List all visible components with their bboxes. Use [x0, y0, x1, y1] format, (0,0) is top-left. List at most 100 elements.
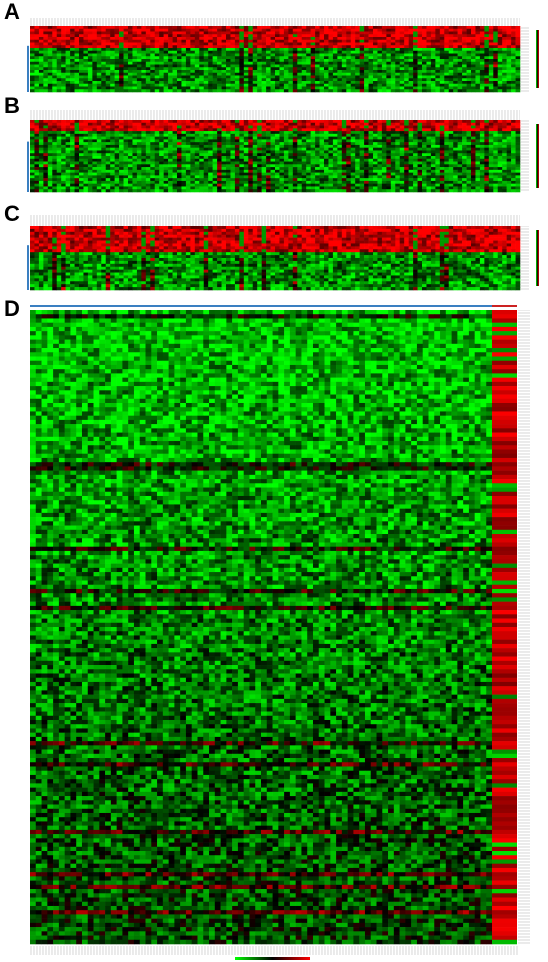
heatmap-cell — [128, 81, 133, 85]
heatmap-cell — [168, 125, 173, 129]
heatmap-cell — [123, 72, 129, 76]
heatmap-cell — [386, 133, 392, 137]
heatmap-cell — [457, 133, 463, 137]
heatmap-cell — [56, 175, 62, 179]
heatmap-cell — [306, 125, 311, 129]
heatmap-cell — [226, 89, 231, 93]
heatmap-cell — [422, 75, 427, 79]
heatmap-cell — [128, 120, 133, 124]
heatmap-cell — [105, 53, 111, 57]
heatmap-cell — [110, 147, 115, 151]
heatmap-cell — [226, 164, 231, 168]
heatmap-cell — [136, 50, 142, 54]
heatmap-cell — [506, 39, 512, 43]
heatmap-cell — [435, 172, 441, 176]
heatmap-cell — [190, 131, 196, 135]
heatmap-cell — [386, 28, 392, 32]
heatmap-cell — [346, 139, 352, 143]
heatmap-cell — [444, 59, 450, 63]
heatmap-cell — [163, 153, 169, 157]
heatmap-cell — [159, 142, 164, 146]
heatmap-cell — [288, 167, 294, 171]
heatmap-cell — [301, 59, 307, 63]
heatmap-cell — [448, 158, 454, 162]
heatmap-cell — [368, 39, 374, 43]
heatmap-cell — [484, 83, 490, 87]
heatmap-cell — [92, 53, 98, 57]
heatmap-cell — [408, 133, 414, 137]
heatmap-cell — [132, 158, 138, 162]
heatmap-cell — [132, 128, 138, 132]
heatmap-cell — [136, 28, 142, 32]
heatmap-cell — [65, 42, 71, 46]
heatmap-cell — [145, 83, 151, 87]
heatmap-cell — [101, 131, 107, 135]
heatmap-cell — [350, 150, 356, 154]
heatmap-cell — [466, 72, 472, 76]
heatmap-cell — [128, 75, 133, 79]
heatmap-cell — [457, 50, 463, 54]
heatmap-cell — [248, 158, 254, 162]
heatmap-cell — [479, 56, 485, 60]
heatmap-cell — [199, 83, 205, 87]
heatmap-cell — [101, 28, 107, 32]
heatmap-cell — [248, 147, 254, 151]
heatmap-cell — [261, 164, 267, 168]
heatmap-cell — [324, 156, 329, 160]
heatmap-cell — [341, 26, 347, 30]
heatmap-cell — [83, 147, 89, 151]
heatmap-cell — [301, 75, 307, 79]
heatmap-cell — [30, 139, 35, 143]
heatmap-cell — [257, 133, 262, 137]
heatmap-cell — [243, 81, 249, 85]
heatmap-cell — [208, 70, 213, 74]
heatmap-cell — [132, 31, 138, 35]
heatmap-cell — [377, 139, 383, 143]
heatmap-cell — [199, 86, 205, 90]
heatmap-cell — [373, 120, 378, 124]
heatmap-cell — [350, 42, 356, 46]
heatmap-cell — [515, 28, 521, 32]
heatmap-cell — [47, 150, 53, 154]
heatmap-cell — [390, 128, 396, 132]
heatmap-cell — [444, 50, 450, 54]
heatmap-cell — [114, 42, 120, 46]
heatmap-cell — [114, 39, 120, 43]
heatmap-cell — [306, 59, 311, 63]
heatmap-cell — [136, 39, 142, 43]
heatmap-cell — [243, 67, 249, 71]
heatmap-cell — [332, 175, 338, 179]
heatmap-cell — [114, 120, 120, 124]
heatmap-cell — [34, 67, 40, 71]
heatmap-cell — [426, 50, 432, 54]
heatmap-cell — [248, 161, 254, 165]
heatmap-cell — [511, 42, 516, 46]
heatmap-cell — [217, 86, 222, 90]
heatmap-cell — [56, 61, 62, 65]
heatmap-cell — [61, 120, 66, 124]
heatmap-cell — [34, 37, 40, 41]
heatmap-cell — [399, 139, 405, 143]
heatmap-cell — [493, 70, 499, 74]
heatmap-cell — [377, 75, 383, 79]
heatmap-cell — [457, 78, 463, 82]
heatmap-cell — [248, 169, 254, 173]
heatmap-cell — [502, 175, 507, 179]
heatmap-cell — [497, 142, 503, 146]
heatmap-cell — [355, 34, 360, 38]
heatmap-cell — [212, 39, 218, 43]
heatmap-cell — [168, 172, 173, 176]
heatmap-cell — [301, 72, 307, 76]
heatmap-cell — [212, 28, 218, 32]
heatmap-cell — [502, 86, 507, 90]
heatmap-cell — [390, 133, 396, 137]
heatmap-cell — [199, 81, 205, 85]
heatmap-cell — [497, 139, 503, 143]
heatmap-cell — [119, 128, 124, 132]
heatmap-cell — [212, 78, 218, 82]
heatmap-cell — [275, 147, 280, 151]
heatmap-cell — [462, 45, 467, 49]
heatmap-cell — [399, 161, 405, 165]
heatmap-cell — [373, 61, 378, 65]
heatmap-cell — [328, 175, 334, 179]
